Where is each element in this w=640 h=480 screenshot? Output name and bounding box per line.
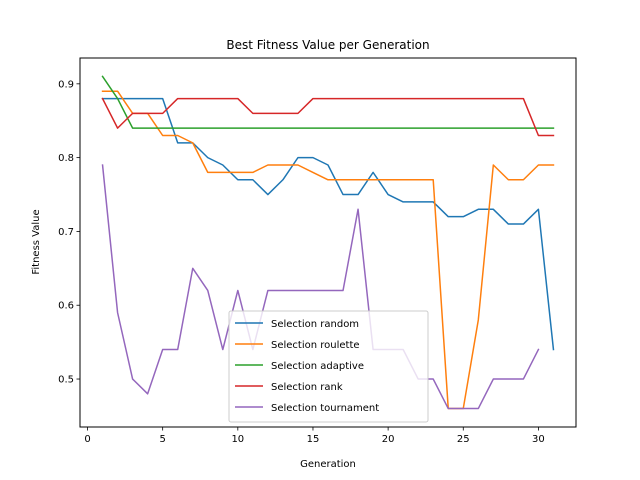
- y-tick-label: 0.5: [58, 375, 74, 386]
- series-layer: [101, 75, 555, 410]
- x-tick-label: 25: [457, 434, 470, 445]
- legend-label-1: Selection roulette: [271, 340, 360, 351]
- y-axis: 0.5 0.6 0.7 0.8 0.9: [58, 79, 80, 386]
- x-axis-label: Generation: [300, 459, 356, 470]
- x-tick-label: 30: [532, 434, 545, 445]
- x-axis: 0 5 10 15 20 25 30: [84, 427, 545, 445]
- y-tick-label: 0.8: [58, 153, 74, 164]
- x-tick-label: 15: [307, 434, 320, 445]
- series-line-1: [101, 90, 555, 410]
- x-tick-label: 20: [382, 434, 395, 445]
- legend-label-4: Selection tournament: [271, 403, 379, 414]
- series-line-3: [101, 97, 555, 137]
- legend-box: [228, 310, 429, 423]
- series-line-0: [101, 97, 555, 351]
- y-axis-label: Fitness Value: [31, 209, 42, 274]
- legend-label-0: Selection random: [271, 319, 359, 330]
- legend-label-3: Selection rank: [271, 382, 343, 393]
- y-tick-label: 0.6: [58, 301, 74, 312]
- legend-label-2: Selection adaptive: [271, 361, 364, 372]
- legend: Selection random Selection roulette Select…: [228, 310, 429, 423]
- x-tick-label: 10: [231, 434, 244, 445]
- y-tick-label: 0.7: [58, 227, 74, 238]
- series-line-4: [101, 164, 540, 410]
- series-line-2: [101, 75, 555, 129]
- plot-frame: [79, 57, 577, 428]
- x-tick-label: 0: [84, 434, 90, 445]
- chart-title: Best Fitness Value per Generation: [226, 38, 429, 52]
- x-tick-label: 5: [159, 434, 165, 445]
- y-tick-label: 0.9: [58, 79, 74, 90]
